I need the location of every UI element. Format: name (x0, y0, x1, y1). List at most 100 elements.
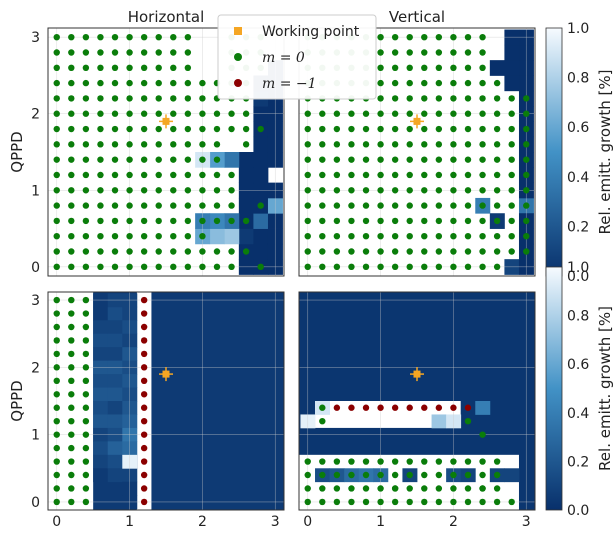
marker-m0 (53, 141, 60, 148)
marker-m0 (53, 431, 60, 438)
marker-m0 (508, 217, 515, 225)
panel-title: Horizontal (128, 8, 205, 26)
marker-m0 (391, 141, 399, 148)
marker-m0 (377, 49, 384, 56)
marker-m0 (348, 248, 355, 255)
marker-m0 (421, 110, 428, 117)
marker-m0 (184, 187, 192, 194)
marker-m0 (333, 110, 341, 117)
marker-m0 (523, 95, 530, 102)
marker-m0 (450, 156, 457, 163)
marker-m0 (82, 263, 90, 271)
marker-m0 (406, 110, 413, 117)
marker-m0 (228, 125, 235, 133)
marker-m0 (508, 141, 515, 148)
marker-m0 (97, 64, 104, 72)
colorbar-tick-label: 1.0 (567, 21, 589, 37)
marker-m0 (53, 187, 60, 194)
marker-m0 (493, 171, 501, 179)
marker-m0 (155, 248, 162, 255)
marker-m0 (421, 79, 428, 87)
marker-m0 (406, 79, 413, 87)
marker-m0 (184, 202, 192, 209)
marker-m0 (319, 141, 326, 148)
heat-cell (107, 347, 123, 362)
marker-m0 (111, 232, 119, 240)
marker-m0 (319, 263, 326, 271)
marker-m0 (170, 141, 177, 148)
marker-m0 (68, 417, 75, 425)
marker-m0 (493, 471, 501, 479)
marker-m0 (155, 33, 162, 41)
marker-m0 (68, 33, 75, 41)
marker-m0 (68, 232, 75, 240)
marker-m0 (464, 79, 472, 87)
marker-m0 (155, 156, 162, 163)
marker-m0 (435, 187, 443, 194)
marker-m0 (406, 248, 413, 255)
marker-m0 (435, 485, 443, 492)
marker-m0 (126, 79, 133, 87)
marker-m0 (140, 95, 148, 102)
working-point-marker (162, 370, 170, 378)
marker-m0 (53, 217, 60, 225)
marker-m0 (362, 263, 370, 271)
marker-m0 (493, 248, 501, 255)
marker-m0 (464, 33, 472, 41)
marker-m0 (199, 232, 206, 240)
marker-m0 (53, 202, 60, 209)
marker-m0 (82, 471, 90, 479)
marker-m0 (97, 248, 104, 255)
marker-m0 (406, 458, 413, 465)
marker-m0 (184, 95, 192, 102)
marker-m0 (464, 95, 472, 102)
marker-m0 (111, 171, 119, 179)
marker-m0 (450, 141, 457, 148)
marker-m0 (479, 141, 486, 148)
panel-frame (47, 291, 285, 511)
marker-m0 (304, 202, 311, 209)
marker-m0 (53, 248, 60, 255)
marker-m0 (377, 171, 384, 179)
marker-m0 (126, 202, 133, 209)
marker-m0 (493, 110, 501, 117)
marker-m0 (421, 187, 428, 194)
marker-m-1 (140, 377, 148, 385)
marker-m0 (68, 156, 75, 163)
marker-m0 (435, 110, 443, 117)
marker-m0 (199, 187, 206, 194)
marker-m0 (82, 391, 90, 398)
colorbar-tick-label: 0.4 (567, 170, 589, 186)
marker-m0 (82, 431, 90, 438)
marker-m0 (406, 217, 413, 225)
marker-m0 (304, 125, 311, 133)
marker-m0 (479, 171, 486, 179)
marker-m0 (319, 458, 326, 465)
marker-m0 (111, 95, 119, 102)
marker-m0 (435, 49, 443, 56)
marker-m0 (228, 217, 235, 225)
marker-m0 (377, 110, 384, 117)
marker-m0 (391, 171, 399, 179)
marker-m0 (257, 263, 264, 271)
marker-m0 (170, 125, 177, 133)
marker-m0 (155, 217, 162, 225)
marker-m0 (82, 141, 90, 148)
marker-m0 (213, 125, 221, 133)
marker-m0 (319, 471, 326, 479)
marker-m0 (213, 202, 221, 209)
marker-m0 (493, 141, 501, 148)
marker-m0 (377, 79, 384, 87)
marker-m0 (170, 248, 177, 255)
marker-m0 (464, 232, 472, 240)
marker-m0 (53, 95, 60, 102)
marker-m0 (450, 498, 457, 506)
marker-m0 (97, 232, 104, 240)
marker-m0 (170, 79, 177, 87)
marker-m0 (421, 156, 428, 163)
marker-m0 (450, 471, 457, 479)
heat-cell (107, 333, 123, 348)
marker-m0 (82, 364, 90, 371)
marker-m0 (97, 156, 104, 163)
marker-m0 (523, 248, 530, 255)
